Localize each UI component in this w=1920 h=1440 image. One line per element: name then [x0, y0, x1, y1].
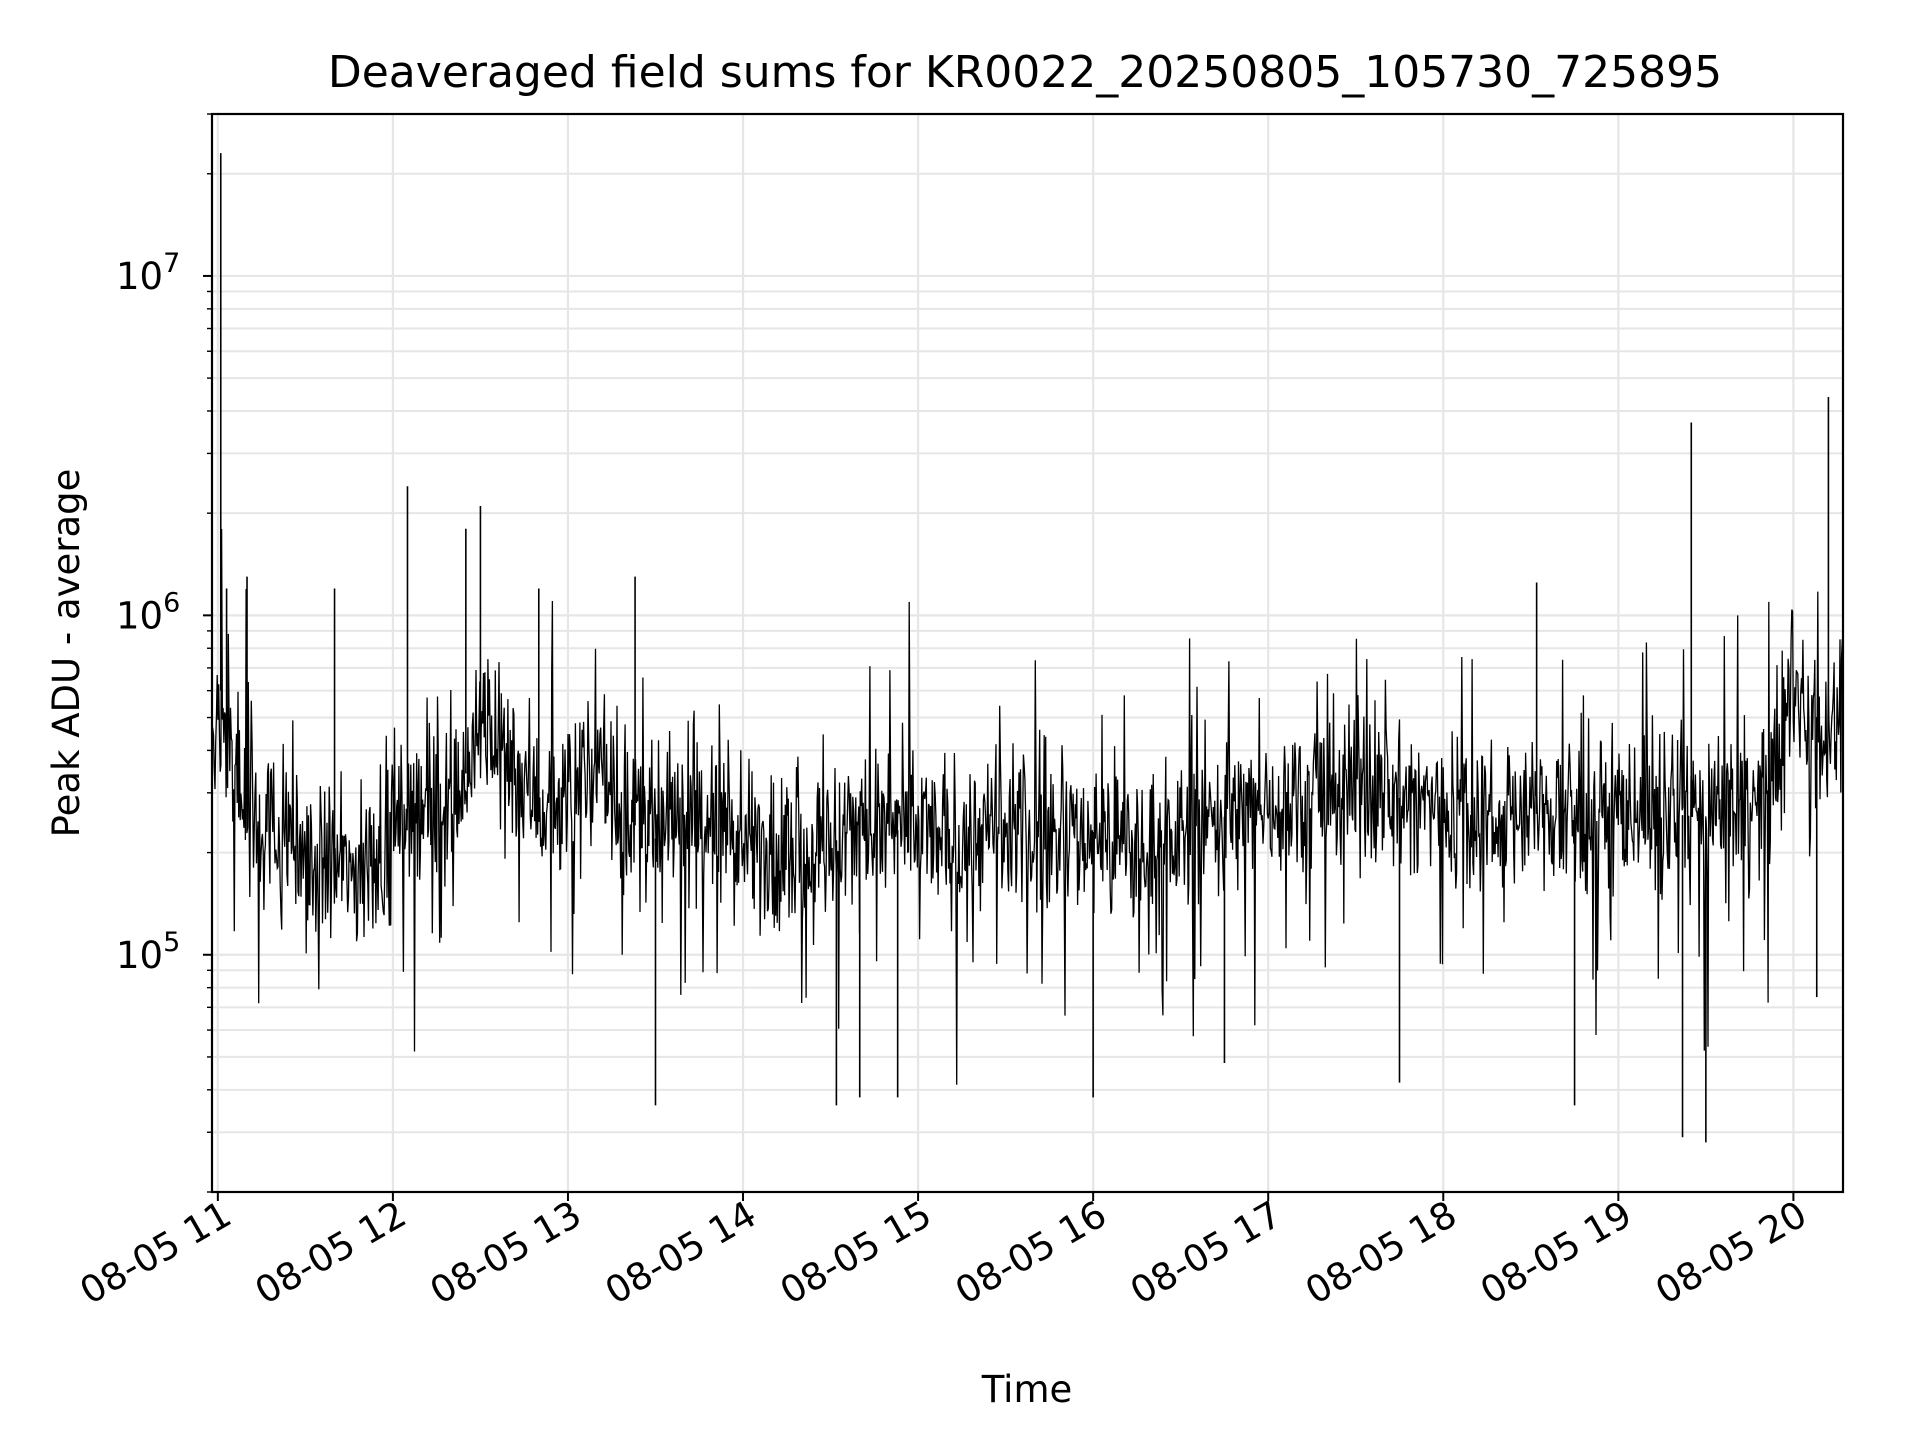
plot-frame — [210, 112, 1845, 1194]
y-tick-label: 105 — [116, 927, 180, 977]
spike-group — [219, 153, 1830, 1143]
y-tick-label: 106 — [116, 587, 180, 637]
x-axis-title: Time — [981, 1368, 1073, 1411]
chart-title: Deaveraged field sums for KR0022_2025080… — [328, 47, 1722, 98]
y-tick-label: 107 — [116, 248, 180, 298]
y-axis: 105 106 107 — [116, 113, 212, 1193]
plot-area — [212, 153, 1843, 1143]
series-line — [212, 528, 1843, 1085]
y-axis-title: Peak ADU - average — [45, 469, 88, 838]
